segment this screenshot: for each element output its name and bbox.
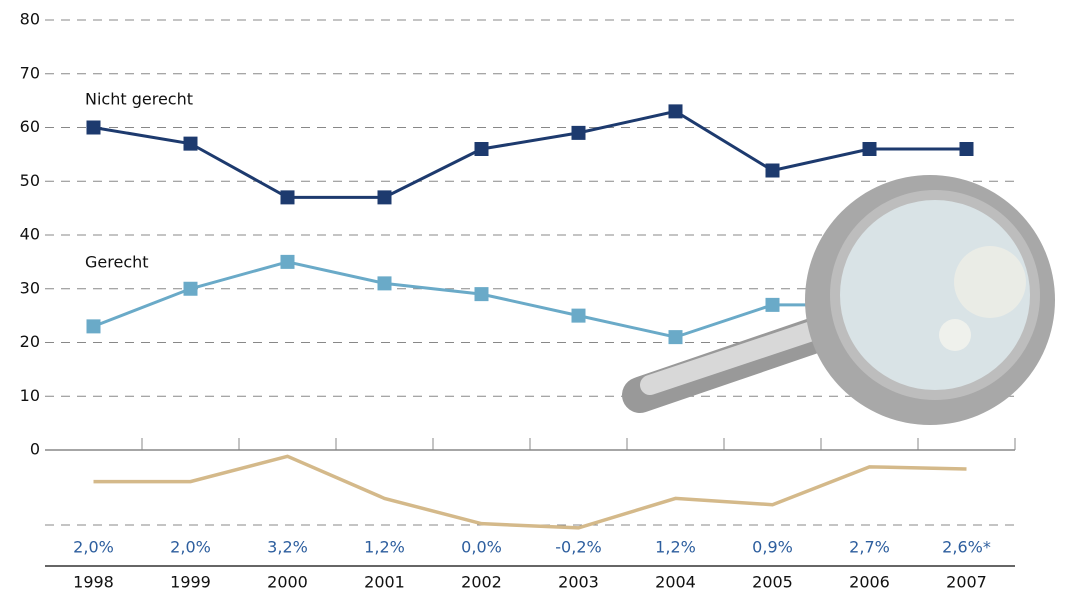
- series-label: Nicht gerecht: [85, 90, 193, 109]
- magnifier-decoration: [640, 175, 1055, 425]
- marker: [863, 142, 877, 156]
- marker: [378, 276, 392, 290]
- x-tick-label: 2003: [558, 573, 599, 592]
- marker: [766, 298, 780, 312]
- y-tick-label: 50: [20, 171, 40, 190]
- value-label: 2,0%: [73, 538, 114, 557]
- x-tick-label: 2000: [267, 573, 308, 592]
- x-tick-label: 2001: [364, 573, 405, 592]
- x-tick-label: 2002: [461, 573, 502, 592]
- marker: [572, 126, 586, 140]
- series-line: [94, 111, 967, 197]
- marker: [475, 287, 489, 301]
- marker: [572, 309, 586, 323]
- value-label: 1,2%: [655, 538, 696, 557]
- y-tick-label: 40: [20, 225, 40, 244]
- y-tick-label: 10: [20, 386, 40, 405]
- y-tick-label: 80: [20, 10, 40, 29]
- marker: [281, 255, 295, 269]
- x-tick-label: 2005: [752, 573, 793, 592]
- marker: [960, 142, 974, 156]
- x-tick-label: 1998: [73, 573, 114, 592]
- value-label: 0,9%: [752, 538, 793, 557]
- marker: [87, 319, 101, 333]
- y-tick-label: 20: [20, 332, 40, 351]
- x-tick-label: 2004: [655, 573, 696, 592]
- series-label: Gerecht: [85, 253, 149, 272]
- x-tick-label: 1999: [170, 573, 211, 592]
- chart: 0 10 20 30 40 50 60 70 80 1998 1999 2000 2001 2002 200…: [0, 0, 1066, 594]
- series-line: [94, 456, 967, 528]
- y-tick-label: 60: [20, 117, 40, 136]
- y-tick-label: 0: [30, 440, 40, 459]
- marker: [87, 121, 101, 135]
- value-label: 1,2%: [364, 538, 405, 557]
- marker: [669, 330, 683, 344]
- value-label: 3,2%: [267, 538, 308, 557]
- value-label: 2,7%: [849, 538, 890, 557]
- marker: [475, 142, 489, 156]
- x-tick-label: 2006: [849, 573, 890, 592]
- value-label: 2,0%: [170, 538, 211, 557]
- marker: [766, 164, 780, 178]
- marker: [184, 282, 198, 296]
- value-label: 0,0%: [461, 538, 502, 557]
- x-tick-label: 2007: [946, 573, 987, 592]
- marker: [669, 104, 683, 118]
- marker: [378, 190, 392, 204]
- marker: [281, 190, 295, 204]
- marker: [184, 137, 198, 151]
- y-tick-label: 30: [20, 278, 40, 297]
- value-label: -0,2%: [555, 538, 601, 557]
- y-tick-label: 70: [20, 63, 40, 82]
- value-label: 2,6%*: [942, 538, 991, 557]
